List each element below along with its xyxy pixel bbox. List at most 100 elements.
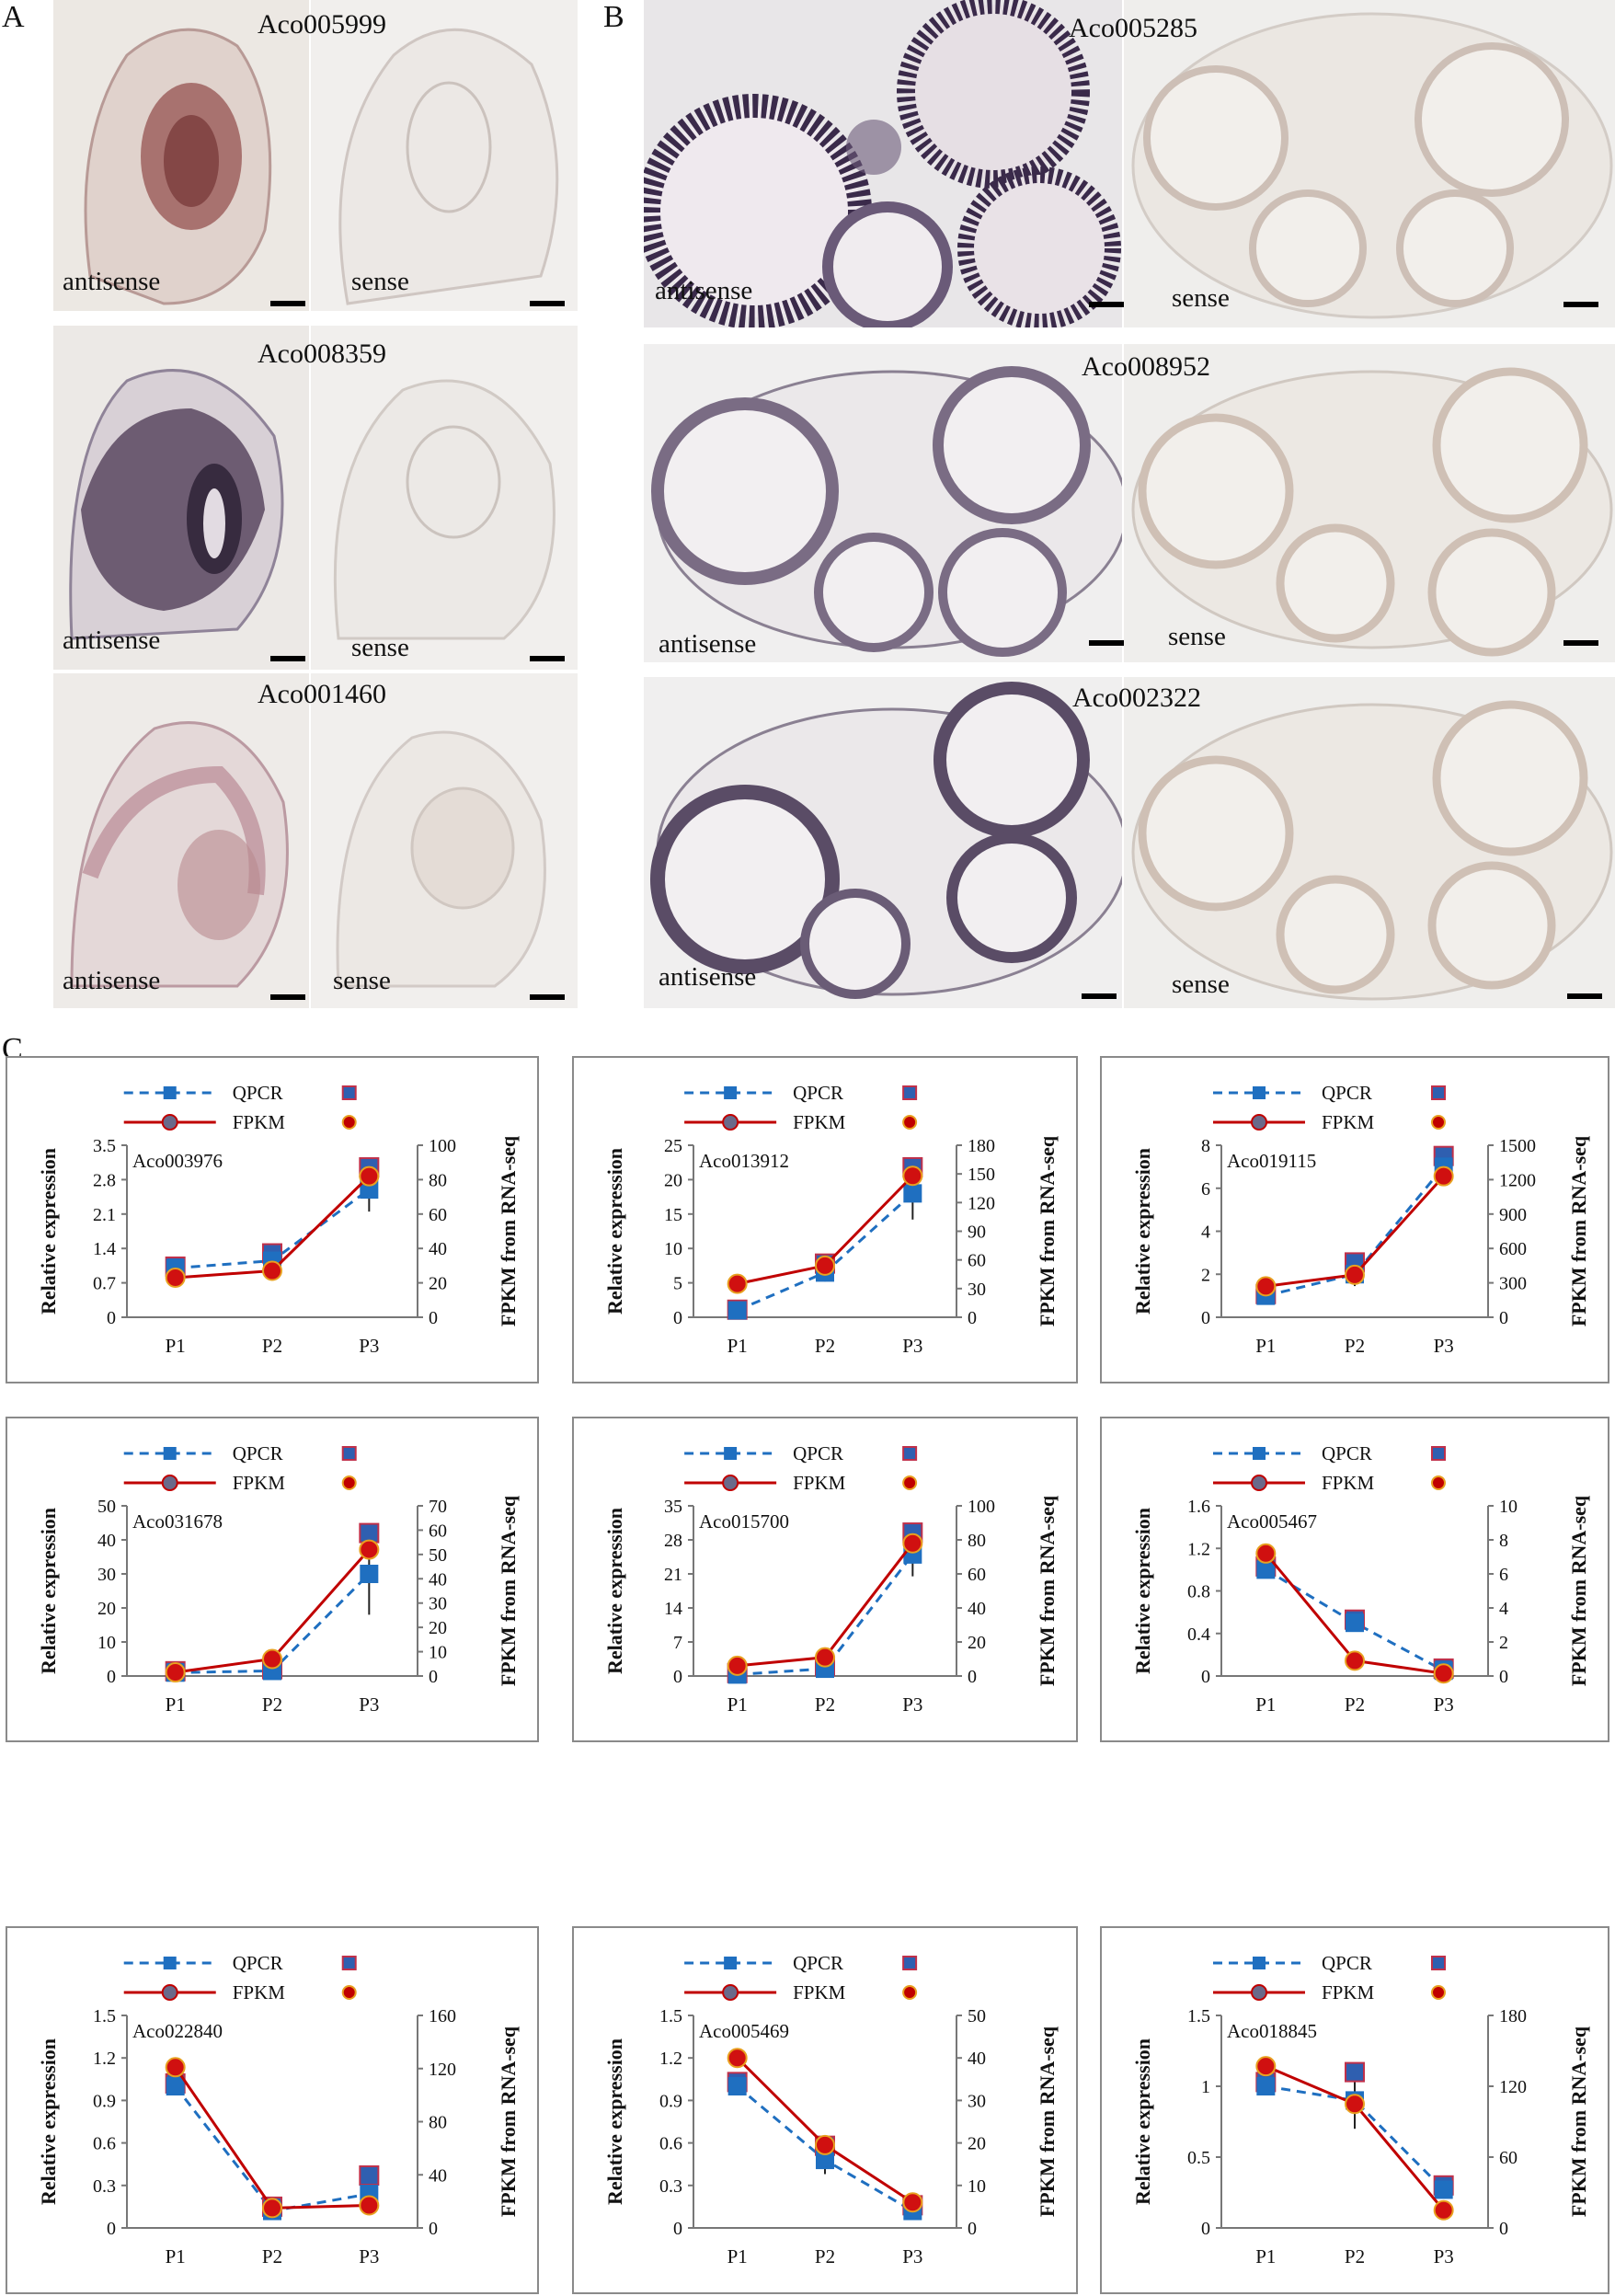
legend-fpkm-error-marker [341, 1475, 357, 1490]
y-tick-label-right: 1200 [1499, 1170, 1536, 1190]
fpkm-point [359, 1539, 380, 1560]
legend-qpcr-error-marker [1431, 1956, 1446, 1970]
legend-qpcr-marker [163, 1447, 177, 1460]
qpcr-point [727, 2077, 747, 2095]
panel-b-row1-antisense-image [644, 0, 1122, 327]
y-tick-label-right: 900 [1499, 1205, 1527, 1225]
fpkm-series-line [736, 2057, 914, 2204]
legend-qpcr-marker [724, 1086, 738, 1099]
y-tick-label-left: 20 [664, 1170, 682, 1190]
chart-title: Aco005469 [699, 2020, 789, 2042]
y-tick-label-right: 120 [429, 2060, 456, 2080]
y-tick-label-right: 20 [968, 2134, 986, 2154]
y-tick-label-left: 1.5 [659, 2006, 682, 2026]
y-tick-label-left: 28 [664, 1531, 682, 1551]
legend-fpkm-marker [161, 1475, 178, 1491]
legend-qpcr-error-marker [902, 1085, 918, 1100]
legend-qpcr-error-marker [902, 1446, 918, 1461]
scale-bar [1563, 640, 1598, 646]
legend-qpcr-error-marker [341, 1446, 357, 1461]
y-tick-label-left: 3.5 [93, 1136, 116, 1156]
y-tick-label-right: 6 [1499, 1565, 1508, 1585]
y-tick-label-right: 0 [968, 1667, 977, 1687]
y-tick-label-left: 0 [673, 1667, 682, 1687]
y-tick-label-right: 60 [968, 1565, 986, 1585]
legend-qpcr-marker [1253, 1447, 1266, 1460]
chart-aco015700: QPCR FPKM 0 7 14 21 28 35 0 20 40 60 80 100 P1 P2 P3 Rela… [572, 1417, 1078, 1742]
panel-b-antisense-label-2: antisense [659, 629, 757, 659]
y-tick-label-right: 80 [429, 1170, 447, 1190]
legend-fpkm-marker [1251, 1475, 1267, 1491]
y-tick-label-right: 100 [968, 1497, 995, 1517]
chart-svg: QPCR FPKM 0 0.7 1.4 2.1 2.8 3.5 0 20 40 60 80 100 P1 P2… [37, 1082, 520, 1357]
y-tick-label-right: 80 [968, 1531, 986, 1551]
y-tick-label-right: 40 [429, 2165, 447, 2186]
y-tick-label-left: 50 [97, 1497, 116, 1517]
legend-fpkm-marker [1251, 1114, 1267, 1131]
legend-fpkm-error-marker [902, 1475, 918, 1490]
y-tick-label-left: 0.6 [93, 2134, 116, 2154]
y-tick-label-left: 10 [97, 1633, 116, 1653]
y-tick-label-right: 60 [968, 1251, 986, 1271]
panel-a-sense-label-3: sense [333, 966, 391, 995]
chart-aco031678: QPCR FPKM 0 10 20 30 40 50 0 10 20 30 40 50 60 70 P1 P2 P3… [6, 1417, 539, 1742]
fpkm-point [902, 1533, 923, 1554]
x-tick-label: P3 [1434, 1335, 1454, 1357]
legend-fpkm-error-marker [1431, 1985, 1446, 2000]
x-tick-label: P2 [1345, 1335, 1365, 1357]
y-tick-label-right: 1500 [1499, 1136, 1536, 1156]
x-tick-label: P1 [166, 1335, 186, 1357]
qpcr-point [1256, 1560, 1276, 1579]
legend-qpcr-label: QPCR [793, 1442, 843, 1464]
x-tick-label: P3 [359, 1693, 379, 1716]
qpcr-point [1346, 1613, 1364, 1633]
y-axis-title-left: Relative expression [603, 2038, 626, 2205]
y-tick-label-left: 0 [1201, 2219, 1210, 2239]
chart-aco019115: QPCR FPKM 0 2 4 6 8 0 300 600 900 1200 1500 P1 P2 P3 Rel… [1100, 1056, 1609, 1383]
y-tick-label-right: 0 [429, 1667, 438, 1687]
chart-aco005469: QPCR FPKM 0 0.3 0.6 0.9 1.2 1.5 0 10 20 30 40 50 P1 P2 P… [572, 1926, 1078, 2294]
y-tick-label-left: 2.8 [93, 1170, 116, 1190]
legend-qpcr-label: QPCR [793, 1082, 843, 1104]
fpkm-point [1345, 1264, 1365, 1285]
legend-fpkm-label: FPKM [1322, 1111, 1375, 1133]
qpcr-series-line [737, 1192, 914, 1312]
legend-qpcr-error-marker [341, 1956, 357, 1970]
legend-fpkm-label: FPKM [1322, 1981, 1375, 2003]
x-tick-label: P2 [262, 1335, 282, 1357]
y-tick-label-left: 14 [664, 1599, 682, 1619]
x-tick-label: P3 [359, 1335, 379, 1357]
legend-fpkm-label: FPKM [233, 1111, 286, 1133]
y-axis-title-right: FPKM from RNA-seq [1036, 1495, 1059, 1686]
y-tick-label-left: 0.7 [93, 1274, 116, 1294]
chart-svg: QPCR FPKM 0 0.5 1 1.5 0 60 120 180 P1 P2 P3 Relative … [1131, 1952, 1590, 2267]
y-tick-label-right: 30 [968, 2091, 986, 2111]
y-tick-label-right: 160 [429, 2006, 456, 2026]
chart-svg: QPCR FPKM 0 0.4 0.8 1.2 1.6 0 2 4 6 8 10 P1 P2 P3 Relati… [1131, 1442, 1590, 1716]
x-tick-label: P2 [262, 2245, 282, 2267]
legend-fpkm-label: FPKM [793, 1981, 846, 2003]
y-tick-label-left: 0 [673, 1308, 682, 1328]
y-tick-label-right: 150 [968, 1165, 995, 1185]
panel-a-gene-label-2: Aco008359 [258, 339, 386, 369]
legend-qpcr-error-marker [1431, 1446, 1446, 1461]
y-tick-label-left: 1.5 [93, 2006, 116, 2026]
fpkm-series-line [174, 2066, 370, 2210]
panel-a-antisense-label-1: antisense [63, 267, 161, 296]
y-axis-title-left: Relative expression [1131, 1508, 1154, 1674]
y-tick-label-left: 1.6 [1187, 1497, 1210, 1517]
y-tick-label-left: 0.5 [1187, 2148, 1210, 2168]
qpcr-point [903, 1184, 922, 1203]
legend-fpkm-label: FPKM [233, 1981, 286, 2003]
qpcr-series-line [174, 2085, 370, 2213]
fpkm-point [815, 1647, 835, 1668]
panel-b-row3-sense-image [1124, 677, 1615, 1008]
y-tick-label-right: 0 [1499, 1667, 1508, 1687]
x-tick-label: P2 [815, 1693, 835, 1716]
y-tick-label-left: 0 [1201, 1308, 1210, 1328]
fpkm-point [1255, 2056, 1277, 2077]
panel-b-gene-label-2: Aco008952 [1082, 351, 1210, 382]
y-axis-title-left: Relative expression [603, 1148, 626, 1314]
legend-fpkm-marker [1251, 1984, 1267, 2001]
y-tick-label-left: 1.4 [93, 1239, 116, 1259]
